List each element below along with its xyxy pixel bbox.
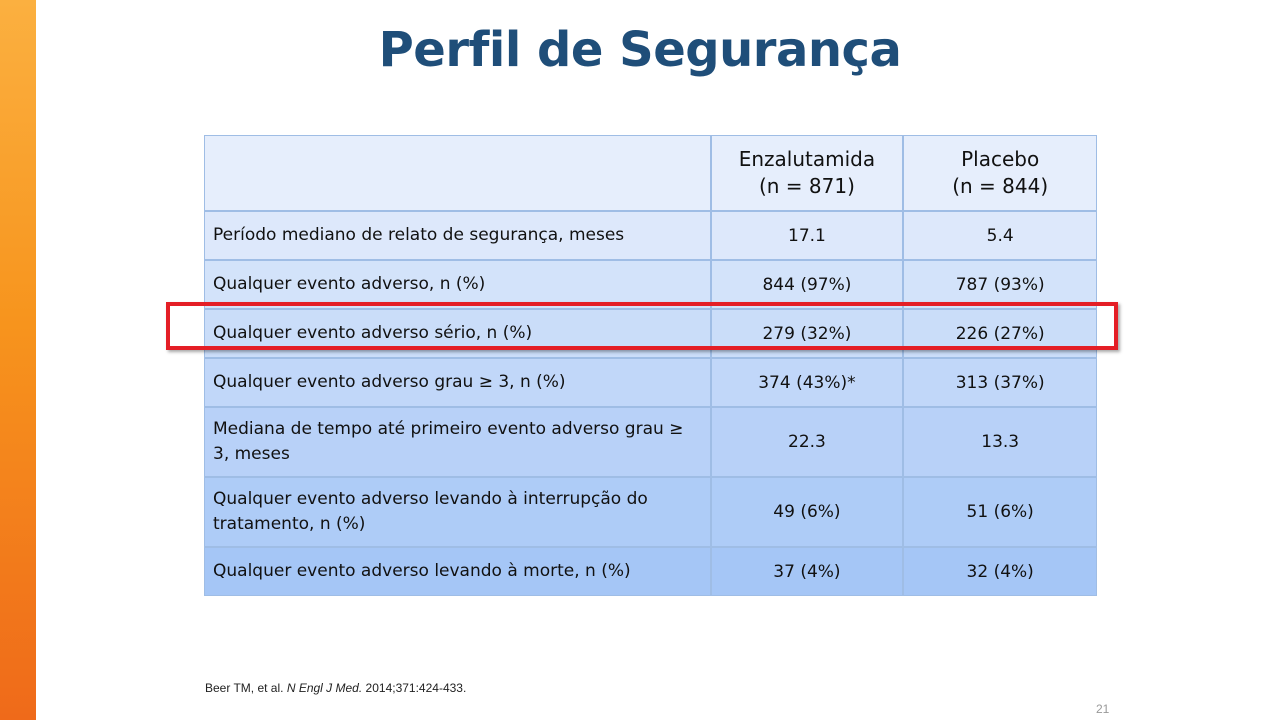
citation-details: 2014;371:424-433. bbox=[365, 681, 467, 695]
row-label: Qualquer evento adverso, n (%) bbox=[203, 259, 712, 310]
placebo-value: 51 (6%) bbox=[902, 476, 1098, 548]
header-enzalutamida-name: Enzalutamida bbox=[738, 147, 876, 171]
placebo-value: 226 (27%) bbox=[902, 308, 1098, 359]
placebo-value: 32 (4%) bbox=[902, 546, 1098, 597]
citation: Beer TM, et al. N Engl J Med. 2014;371:4… bbox=[205, 681, 466, 695]
left-accent-bar bbox=[0, 0, 36, 720]
row-label: Qualquer evento adverso grau ≥ 3, n (%) bbox=[203, 357, 712, 408]
slide-title: Perfil de Segurança bbox=[378, 22, 902, 78]
header-placebo-name: Placebo bbox=[961, 147, 1040, 171]
row-label: Qualquer evento adverso sério, n (%) bbox=[203, 308, 712, 359]
row-label: Mediana de tempo até primeiro evento adv… bbox=[203, 406, 712, 478]
enzalutamida-value: 844 (97%) bbox=[709, 259, 905, 310]
safety-profile-table: Enzalutamida (n = 871) Placebo (n = 844)… bbox=[203, 134, 1098, 597]
citation-authors: Beer TM, et al. bbox=[205, 681, 284, 695]
row-label: Período mediano de relato de segurança, … bbox=[203, 210, 712, 261]
enzalutamida-value: 22.3 bbox=[709, 406, 905, 478]
table-row: Qualquer evento adverso, n (%) 844 (97%)… bbox=[203, 259, 1098, 310]
header-placebo: Placebo (n = 844) bbox=[902, 134, 1098, 212]
row-label: Qualquer evento adverso levando à interr… bbox=[203, 476, 712, 548]
enzalutamida-value: 49 (6%) bbox=[709, 476, 905, 548]
enzalutamida-value: 17.1 bbox=[709, 210, 905, 261]
table-row-highlighted: Qualquer evento adverso sério, n (%) 279… bbox=[203, 308, 1098, 359]
page-number: 21 bbox=[1096, 702, 1110, 716]
row-label: Qualquer evento adverso levando à morte,… bbox=[203, 546, 712, 597]
table-row: Mediana de tempo até primeiro evento adv… bbox=[203, 406, 1098, 478]
enzalutamida-value: 374 (43%)* bbox=[709, 357, 905, 408]
table-row: Período mediano de relato de segurança, … bbox=[203, 210, 1098, 261]
placebo-value: 5.4 bbox=[902, 210, 1098, 261]
table-row: Qualquer evento adverso grau ≥ 3, n (%) … bbox=[203, 357, 1098, 408]
placebo-value: 787 (93%) bbox=[902, 259, 1098, 310]
header-empty-cell bbox=[203, 134, 712, 212]
table-header-row: Enzalutamida (n = 871) Placebo (n = 844) bbox=[203, 134, 1098, 212]
enzalutamida-value: 279 (32%) bbox=[709, 308, 905, 359]
table-row: Qualquer evento adverso levando à morte,… bbox=[203, 546, 1098, 597]
enzalutamida-value: 37 (4%) bbox=[709, 546, 905, 597]
header-placebo-n: (n = 844) bbox=[952, 174, 1049, 198]
header-enzalutamida: Enzalutamida (n = 871) bbox=[709, 134, 905, 212]
placebo-value: 313 (37%) bbox=[902, 357, 1098, 408]
table-row: Qualquer evento adverso levando à interr… bbox=[203, 476, 1098, 548]
header-enzalutamida-n: (n = 871) bbox=[758, 174, 855, 198]
citation-journal: N Engl J Med. bbox=[286, 681, 363, 695]
placebo-value: 13.3 bbox=[902, 406, 1098, 478]
